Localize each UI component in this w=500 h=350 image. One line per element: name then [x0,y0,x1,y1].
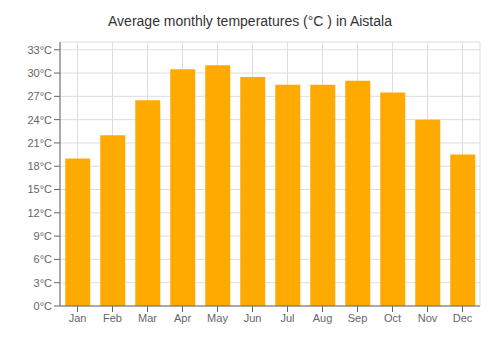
svg-text:Oct: Oct [384,312,401,324]
svg-text:12°C: 12°C [27,207,52,219]
svg-text:6°C: 6°C [34,253,53,265]
svg-text:Aug: Aug [313,312,333,324]
svg-text:21°C: 21°C [27,137,52,149]
svg-text:3°C: 3°C [34,277,53,289]
svg-text:18°C: 18°C [27,160,52,172]
html-text:Average monthly temperatures (: Average monthly temperatures (°C ) in Ai… [108,13,392,29]
svg-text:30°C: 30°C [27,67,52,79]
svg-text:Feb: Feb [103,312,122,324]
svg-text:9°C: 9°C [34,230,53,242]
svg-text:Apr: Apr [174,312,191,324]
svg-text:Mar: Mar [138,312,157,324]
svg-text:0°C: 0°C [34,300,53,312]
svg-text:Nov: Nov [418,312,438,324]
svg-text:Jan: Jan [69,312,87,324]
svg-text:Dec: Dec [453,312,473,324]
svg-text:27°C: 27°C [27,90,52,102]
svg-text:15°C: 15°C [27,183,52,195]
svg-text:33°C: 33°C [27,44,52,56]
svg-text:May: May [207,312,228,324]
svg-text:Sep: Sep [348,312,368,324]
svg-text:24°C: 24°C [27,114,52,126]
svg-text:Jul: Jul [280,312,294,324]
svg-text:Jun: Jun [244,312,262,324]
